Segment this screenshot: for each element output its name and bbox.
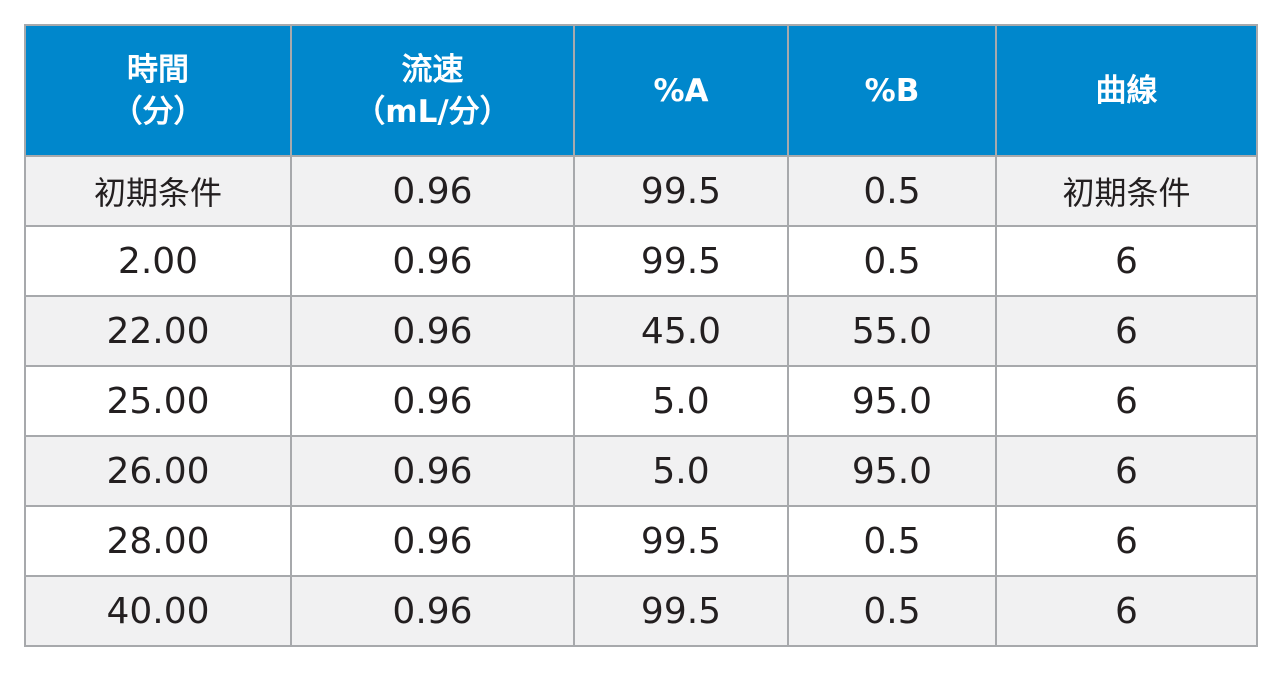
cell-curve: 6: [995, 505, 1258, 577]
gradient-table: 時間 （分） 流速 （mL/分） %A %B 曲線 初期条件 0.96 99.5…: [24, 24, 1258, 647]
table-row: 22.00 0.96 45.0 55.0 6: [24, 295, 1258, 367]
cell-flow-rate: 0.96: [290, 575, 575, 647]
table-row: 26.00 0.96 5.0 95.0 6: [24, 435, 1258, 507]
cell-curve: 6: [995, 575, 1258, 647]
cell-flow-rate: 0.96: [290, 295, 575, 367]
cell-percent-b: 0.5: [787, 505, 997, 577]
cell-percent-b: 55.0: [787, 295, 997, 367]
cell-curve: 6: [995, 365, 1258, 437]
cell-time: 22.00: [24, 295, 292, 367]
cell-percent-a: 5.0: [573, 435, 789, 507]
cell-percent-a: 99.5: [573, 225, 789, 297]
table-row: 2.00 0.96 99.5 0.5 6: [24, 225, 1258, 297]
cell-time: 25.00: [24, 365, 292, 437]
cell-percent-a: 99.5: [573, 575, 789, 647]
header-flow-unit: （mL/分）: [354, 93, 511, 130]
cell-curve: 初期条件: [995, 155, 1258, 227]
header-time-unit: （分）: [111, 93, 205, 130]
cell-time: 28.00: [24, 505, 292, 577]
cell-percent-a: 99.5: [573, 155, 789, 227]
cell-time: 26.00: [24, 435, 292, 507]
header-curve: 曲線: [995, 24, 1258, 157]
cell-flow-rate: 0.96: [290, 225, 575, 297]
cell-time: 2.00: [24, 225, 292, 297]
cell-time: 初期条件: [24, 155, 292, 227]
cell-percent-a: 5.0: [573, 365, 789, 437]
cell-percent-b: 95.0: [787, 365, 997, 437]
table-row: 40.00 0.96 99.5 0.5 6: [24, 575, 1258, 647]
table-row: 28.00 0.96 99.5 0.5 6: [24, 505, 1258, 577]
table-row: 25.00 0.96 5.0 95.0 6: [24, 365, 1258, 437]
gradient-table-container: 時間 （分） 流速 （mL/分） %A %B 曲線 初期条件 0.96 99.5…: [24, 24, 1258, 647]
header-time-label: 時間: [127, 51, 189, 88]
header-flow-label: 流速: [401, 51, 464, 88]
cell-flow-rate: 0.96: [290, 505, 575, 577]
cell-percent-b: 0.5: [787, 225, 997, 297]
cell-percent-b: 0.5: [787, 155, 997, 227]
cell-percent-a: 99.5: [573, 505, 789, 577]
cell-percent-b: 95.0: [787, 435, 997, 507]
cell-flow-rate: 0.96: [290, 155, 575, 227]
cell-time: 40.00: [24, 575, 292, 647]
header-time: 時間 （分）: [24, 24, 292, 157]
table-header-row: 時間 （分） 流速 （mL/分） %A %B 曲線: [24, 24, 1258, 157]
header-percent-b: %B: [787, 24, 997, 157]
cell-flow-rate: 0.96: [290, 435, 575, 507]
header-percent-a: %A: [573, 24, 789, 157]
cell-curve: 6: [995, 225, 1258, 297]
cell-curve: 6: [995, 295, 1258, 367]
cell-flow-rate: 0.96: [290, 365, 575, 437]
header-flow-rate: 流速 （mL/分）: [290, 24, 575, 157]
cell-percent-a: 45.0: [573, 295, 789, 367]
cell-curve: 6: [995, 435, 1258, 507]
cell-percent-b: 0.5: [787, 575, 997, 647]
table-row: 初期条件 0.96 99.5 0.5 初期条件: [24, 155, 1258, 227]
